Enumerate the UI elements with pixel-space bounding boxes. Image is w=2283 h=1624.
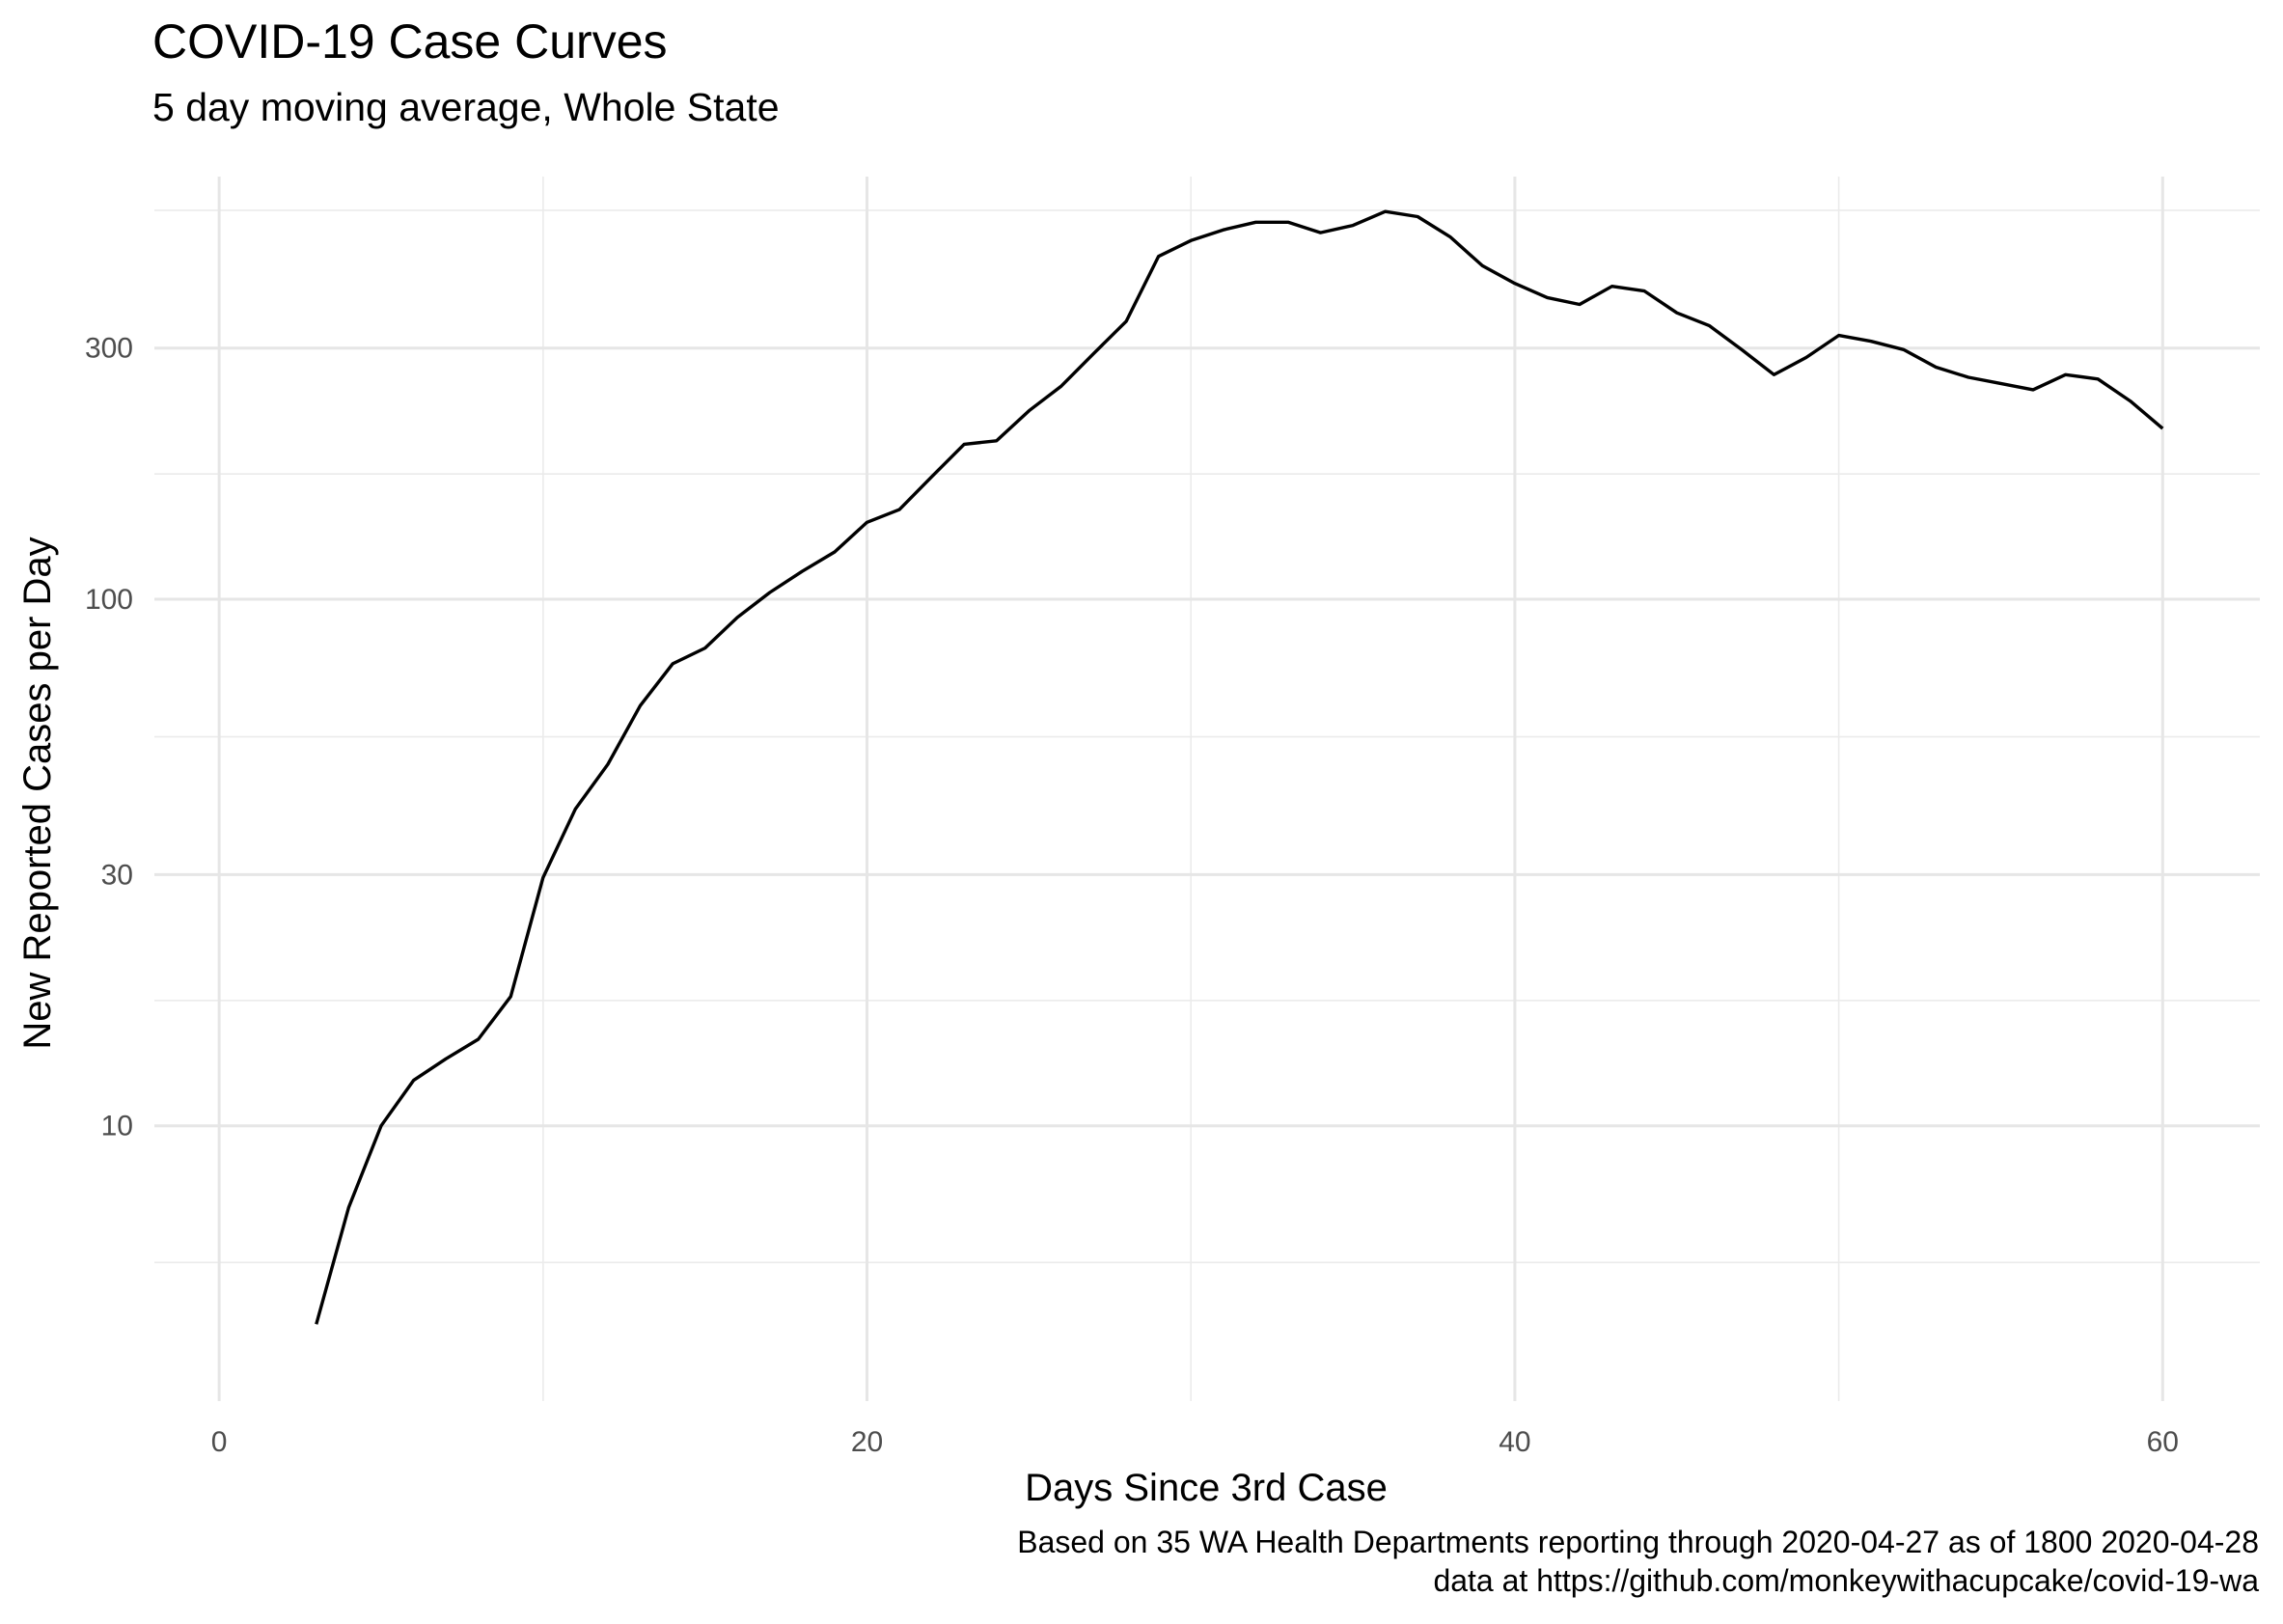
chart-subtitle: 5 day moving average, Whole State xyxy=(152,85,780,129)
series-line xyxy=(315,209,2164,1325)
caption-line: data at https://github.com/monkeywithacu… xyxy=(1433,1563,2259,1598)
x-axis-title: Days Since 3rd Case xyxy=(1025,1467,1388,1509)
x-tick-label: 0 xyxy=(211,1426,228,1458)
caption-line: Based on 35 WA Health Departments report… xyxy=(1017,1525,2259,1559)
chart-caption: Based on 35 WA Health Departments report… xyxy=(1017,1523,2259,1600)
grid-minor xyxy=(154,177,2260,1401)
x-tick-label: 40 xyxy=(1499,1426,1530,1458)
y-tick-label: 30 xyxy=(101,859,133,891)
x-tick-label: 60 xyxy=(2147,1426,2179,1458)
y-axis-ticks: 10 30 100 300 xyxy=(85,333,133,1142)
y-tick-label: 100 xyxy=(85,584,133,616)
x-tick-label: 20 xyxy=(851,1426,883,1458)
chart-title: COVID-19 Case Curves xyxy=(152,14,668,69)
x-axis-ticks: 0 20 40 60 xyxy=(211,1426,2179,1458)
series-layer xyxy=(315,209,2164,1325)
y-tick-label: 10 xyxy=(101,1111,133,1142)
y-tick-label: 300 xyxy=(85,333,133,365)
y-axis-title: New Reported Cases per Day xyxy=(16,537,59,1049)
grid-major xyxy=(154,177,2260,1401)
